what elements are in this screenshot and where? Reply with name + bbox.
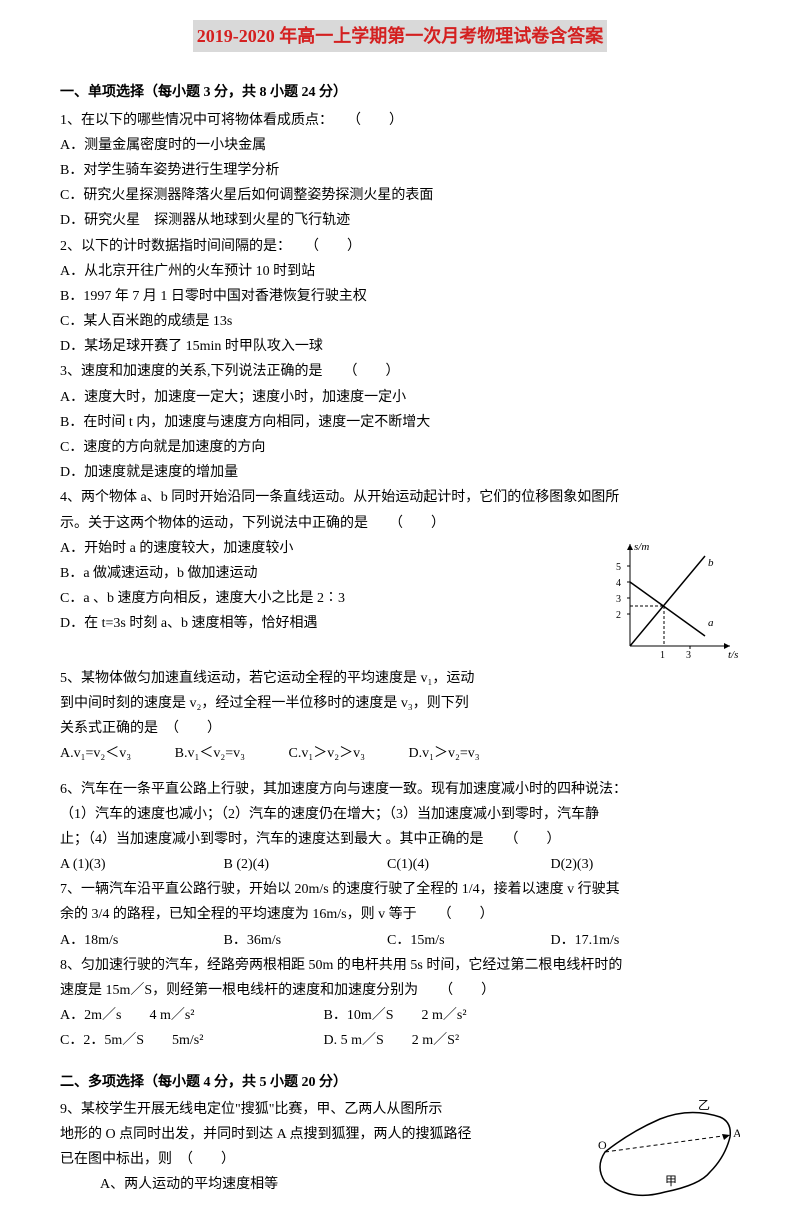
q2-opt-b: B．1997 年 7 月 1 日零时中国对香港恢复行驶主权 <box>60 284 740 309</box>
svg-text:5: 5 <box>616 562 621 573</box>
q3-stem: 3、速度和加速度的关系,下列说法正确的是 （ ） <box>60 359 740 384</box>
graph-ylabel: s/m <box>634 541 649 553</box>
svg-text:3: 3 <box>616 594 621 605</box>
svg-text:A: A <box>733 1126 740 1140</box>
svg-text:a: a <box>708 617 714 629</box>
svg-text:4: 4 <box>616 578 621 589</box>
q5-opt-c: C.v₁＞v₂＞v₃ <box>289 741 365 766</box>
svg-text:3: 3 <box>686 650 691 661</box>
q8-stem1: 8、匀加速行驶的汽车，经路旁两根相距 50m 的电杆共用 5s 时间，它经过第二… <box>60 953 740 978</box>
q8-stem2: 速度是 15m／S，则经第一根电线杆的速度和加速度分别为 （ ） <box>60 978 740 1003</box>
section2-heading: 二、多项选择（每小题 4 分，共 5 小题 20 分） <box>60 1070 740 1095</box>
q1-opt-a: A．测量金属密度时的一小块金属 <box>60 133 740 158</box>
q6-stem2: （1）汽车的速度也减小；（2）汽车的速度仍在增大；（3）当加速度减小到零时，汽车… <box>60 802 740 827</box>
q6-stem3: 止；（4）当加速度减小到零时，汽车的速度达到最大 。其中正确的是 （ ） <box>60 827 740 852</box>
q2-opt-c: C．某人百米跑的成绩是 13s <box>60 309 740 334</box>
question-6: 6、汽车在一条平直公路上行驶，其加速度方向与速度一致。现有加速度减小时的四种说法… <box>60 777 740 878</box>
q5-stem2: 到中间时刻的速度是 v₂，经过全程一半位移时的速度是 v₃，则下列 <box>60 691 740 716</box>
q3-opt-a: A．速度大时，加速度一定大；速度小时，加速度一定小 <box>60 385 740 410</box>
question-5: 5、某物体做匀加速直线运动，若它运动全程的平均速度是 v₁，运动 到中间时刻的速… <box>60 666 740 767</box>
question-8: 8、匀加速行驶的汽车，经路旁两根相距 50m 的电杆共用 5s 时间，它经过第二… <box>60 953 740 1054</box>
question-2: 2、以下的计时数据指时间间隔的是： （ ） A．从北京开往广州的火车预计 10 … <box>60 234 740 360</box>
q1-opt-b: B．对学生骑车姿势进行生理学分析 <box>60 158 740 183</box>
q2-opt-d: D．某场足球开赛了 15min 时甲队攻入一球 <box>60 334 740 359</box>
q3-opt-d: D．加速度就是速度的增加量 <box>60 460 740 485</box>
q8-opt-b: B．10m／S 2 m／s² <box>324 1008 467 1023</box>
q3-opt-b: B．在时间 t 内，加速度与速度方向相同，速度一定不断增大 <box>60 410 740 435</box>
q7-opt-b: B．36m/s <box>224 928 384 953</box>
q4-stem1: 4、两个物体 a、b 同时开始沿同一条直线运动。从开始运动起计时，它们的位移图象… <box>60 485 740 510</box>
q5-opt-d: D.v₁＞v₂=v₃ <box>409 741 480 766</box>
q3-opt-c: C．速度的方向就是加速度的方向 <box>60 435 740 460</box>
q7-opt-d: D．17.1m/s <box>551 928 711 953</box>
q5-stem1: 5、某物体做匀加速直线运动，若它运动全程的平均速度是 v₁，运动 <box>60 666 740 691</box>
question-9: O A 甲 乙 9、某校学生开展无线电定位"搜狐"比赛，甲、乙两人从图所示 地形… <box>60 1097 740 1207</box>
svg-text:甲: 甲 <box>665 1174 677 1188</box>
q2-stem: 2、以下的计时数据指时间间隔的是： （ ） <box>60 234 740 259</box>
q5-opt-b: B.v₁＜v₂=v₃ <box>175 741 245 766</box>
section1-heading: 一、单项选择（每小题 3 分，共 8 小题 24 分） <box>60 80 740 105</box>
q7-stem1: 7、一辆汽车沿平直公路行驶，开始以 20m/s 的速度行驶了全程的 1/4，接着… <box>60 877 740 902</box>
q6-opt-d: D(2)(3) <box>551 852 711 877</box>
q2-opt-a: A．从北京开往广州的火车预计 10 时到站 <box>60 259 740 284</box>
q4-stem2: 示。关于这两个物体的运动，下列说法中正确的是 （ ） <box>60 511 740 536</box>
svg-text:乙: 乙 <box>698 1098 710 1112</box>
q1-stem: 1、在以下的哪些情况中可将物体看成质点： （ ） <box>60 108 740 133</box>
svg-text:O: O <box>598 1138 607 1152</box>
q6-stem1: 6、汽车在一条平直公路上行驶，其加速度方向与速度一致。现有加速度减小时的四种说法… <box>60 777 740 802</box>
svg-text:b: b <box>708 557 714 569</box>
terrain-map: O A 甲 乙 <box>590 1097 740 1207</box>
q6-opt-a: A (1)(3) <box>60 852 220 877</box>
q7-stem2: 余的 3/4 的路程，已知全程的平均速度为 16m/s，则 v 等于 （ ） <box>60 902 740 927</box>
q8-opt-d: D. 5 m／S 2 m／S² <box>324 1033 460 1048</box>
q1-opt-d: D．研究火星 探测器从地球到火星的飞行轨迹 <box>60 208 740 233</box>
q1-opt-c: C．研究火星探测器降落火星后如何调整姿势探测火星的表面 <box>60 183 740 208</box>
page-title: 2019-2020 年高一上学期第一次月考物理试卷含答案 <box>193 20 608 52</box>
q7-opt-a: A．18m/s <box>60 928 220 953</box>
question-4: 4、两个物体 a、b 同时开始沿同一条直线运动。从开始运动起计时，它们的位移图象… <box>60 485 740 665</box>
svg-text:1: 1 <box>660 650 665 661</box>
q5-stem3: 关系式正确的是 （ ） <box>60 716 740 741</box>
question-1: 1、在以下的哪些情况中可将物体看成质点： （ ） A．测量金属密度时的一小块金属… <box>60 108 740 234</box>
graph-xlabel: t/s <box>728 649 738 661</box>
question-7: 7、一辆汽车沿平直公路行驶，开始以 20m/s 的速度行驶了全程的 1/4，接着… <box>60 877 740 953</box>
question-3: 3、速度和加速度的关系,下列说法正确的是 （ ） A．速度大时，加速度一定大；速… <box>60 359 740 485</box>
svg-text:2: 2 <box>616 610 621 621</box>
q5-opt-a: A.v₁=v₂＜v₃ <box>60 741 131 766</box>
displacement-graph: s/m t/s 5 4 3 2 a b 1 3 <box>610 536 740 666</box>
q8-opt-c: C．2．5m／S 5m/s² <box>60 1028 320 1053</box>
q7-opt-c: C．15m/s <box>387 928 547 953</box>
q6-opt-b: B (2)(4) <box>224 852 384 877</box>
q6-opt-c: C(1)(4) <box>387 852 547 877</box>
q8-opt-a: A．2m／s 4 m／s² <box>60 1003 320 1028</box>
